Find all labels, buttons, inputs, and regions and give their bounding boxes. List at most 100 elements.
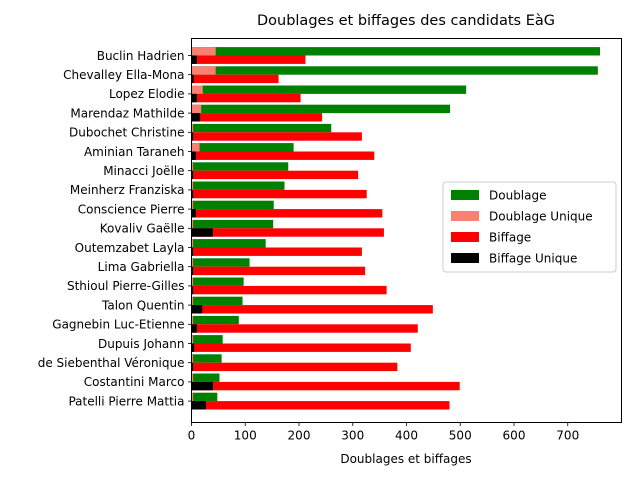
bar-doublage-8: [191, 200, 274, 210]
y-tick-label-16: de Siebenthal Véronique: [38, 356, 185, 370]
x-tick-label-5: 500: [449, 429, 472, 443]
legend-swatch-doublage-unique: [451, 211, 479, 221]
bar-doublage-4: [191, 123, 332, 133]
y-tick-label-17: Costantini Marco: [84, 375, 185, 389]
bar-biffage-unique-10: [191, 247, 194, 256]
x-tick-label-0: 0: [188, 429, 196, 443]
bar-doublage-3: [191, 104, 451, 114]
bar-doublage-unique-17: [191, 373, 194, 382]
bar-doublage-unique-4: [191, 123, 194, 133]
legend: Doublage Doublage Unique Biffage Biffage Un…: [442, 181, 617, 273]
bar-biffage-unique-17: [191, 381, 213, 391]
bar-doublage-17: [191, 373, 220, 382]
legend-label-biffage-unique: Biffage Unique: [489, 252, 577, 266]
bar-biffage-unique-16: [191, 362, 194, 372]
bar-biffage-15: [191, 343, 411, 352]
y-tick-label-0: Buclin Hadrien: [97, 49, 185, 63]
bar-doublage-11: [191, 258, 250, 267]
bar-biffage-unique-18: [191, 401, 207, 410]
bar-doublage-unique-18: [191, 392, 194, 402]
y-tick-label-11: Lima Gabriella: [98, 260, 185, 274]
bar-doublage-6: [191, 162, 289, 171]
legend-swatch-biffage-unique: [451, 253, 479, 263]
x-tick-label-3: 300: [341, 429, 364, 443]
bar-biffage-unique-15: [191, 343, 195, 352]
bar-biffage-unique-8: [191, 209, 196, 218]
bar-biffage-unique-2: [191, 93, 197, 103]
bar-doublage-unique-2: [191, 85, 203, 94]
bar-biffage-unique-6: [191, 170, 194, 180]
bar-doublage-15: [191, 335, 223, 344]
bar-biffage-unique-0: [191, 55, 197, 64]
legend-label-doublage: Doublage: [489, 189, 547, 203]
bar-biffage-unique-11: [191, 266, 194, 276]
y-tick-label-9: Kovaliv Gaëlle: [100, 222, 185, 236]
bar-biffage-4: [191, 132, 362, 141]
legend-swatch-doublage: [451, 190, 479, 200]
bar-doublage-unique-3: [191, 104, 202, 114]
bar-doublage-13: [191, 296, 243, 306]
x-axis-ticks: 0 100 200 300 400 500 600 700: [188, 422, 579, 443]
y-tick-label-8: Conscience Pierre: [78, 202, 185, 216]
bar-doublage-unique-13: [191, 296, 194, 306]
bar-biffage-14: [191, 324, 418, 333]
bar-biffage-3: [191, 113, 323, 122]
bar-doublage-unique-16: [191, 354, 194, 363]
bar-doublage-0: [191, 47, 600, 56]
y-tick-label-3: Marendaz Mathilde: [70, 106, 184, 120]
bar-biffage-1: [191, 74, 279, 84]
bar-doublage-unique-10: [191, 239, 194, 248]
bar-biffage-16: [191, 362, 398, 372]
bar-doublage-16: [191, 354, 222, 363]
bar-biffage-12: [191, 285, 387, 295]
bar-biffage-5: [191, 151, 375, 160]
bar-doublage-14: [191, 315, 239, 325]
bar-doublage-unique-12: [191, 277, 194, 286]
bar-biffage-13: [191, 305, 433, 314]
bar-doublage-5: [191, 143, 294, 152]
bar-biffage-unique-9: [191, 228, 213, 237]
bar-biffage-unique-7: [191, 189, 194, 199]
bar-biffage-9: [191, 228, 384, 237]
legend-box: [442, 181, 617, 273]
bar-doublage-unique-5: [191, 143, 200, 152]
legend-swatch-biffage: [451, 232, 479, 242]
chart-title: Doublages et biffages des candidats EàG: [257, 13, 555, 29]
bar-doublage-9: [191, 219, 274, 229]
bar-biffage-unique-12: [191, 285, 194, 295]
bar-biffage-6: [191, 170, 359, 180]
bar-doublage-18: [191, 392, 218, 402]
bar-biffage-10: [191, 247, 362, 256]
bar-doublage-unique-15: [191, 335, 194, 344]
y-tick-label-5: Aminian Taraneh: [84, 145, 185, 159]
bar-doublage-unique-8: [191, 200, 194, 210]
bar-biffage-7: [191, 189, 367, 199]
bars: [191, 47, 600, 410]
bar-biffage-unique-13: [191, 305, 203, 314]
bar-doublage-unique-7: [191, 181, 194, 190]
x-tick-label-7: 700: [556, 429, 579, 443]
legend-label-biffage: Biffage: [489, 231, 531, 245]
bar-biffage-0: [191, 55, 306, 64]
bar-doublage-unique-1: [191, 66, 216, 75]
bar-doublage-10: [191, 239, 266, 248]
bar-doublage-7: [191, 181, 285, 190]
x-tick-label-1: 100: [234, 429, 257, 443]
y-tick-label-1: Chevalley Ella-Mona: [63, 68, 184, 82]
bar-doublage-unique-6: [191, 162, 194, 171]
bar-biffage-18: [191, 401, 450, 410]
y-tick-label-2: Lopez Elodie: [109, 87, 185, 101]
bar-biffage-unique-3: [191, 113, 201, 122]
bar-doublage-unique-11: [191, 258, 194, 267]
y-tick-label-4: Dubochet Christine: [69, 126, 184, 140]
x-tick-label-4: 400: [395, 429, 418, 443]
plot-frame: [191, 38, 622, 423]
y-tick-label-6: Minacci Joëlle: [103, 164, 184, 178]
y-tick-label-12: Sthioul Pierre-Gilles: [67, 279, 185, 293]
bar-biffage-unique-14: [191, 324, 197, 333]
legend-label-doublage-unique: Doublage Unique: [489, 210, 593, 224]
bar-doublage-1: [191, 66, 598, 75]
bar-doublage-2: [191, 85, 467, 94]
bar-biffage-unique-5: [191, 151, 196, 160]
